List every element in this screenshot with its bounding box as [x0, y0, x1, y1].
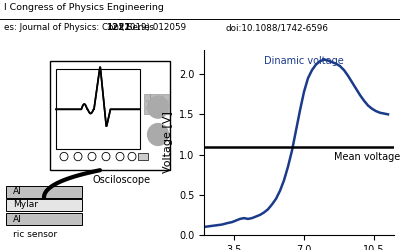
Text: doi:10.1088/1742-6596: doi:10.1088/1742-6596 — [226, 23, 329, 32]
Bar — [150, 101, 156, 107]
Text: 1221: 1221 — [106, 23, 130, 32]
Text: Al: Al — [13, 214, 22, 224]
Text: Al: Al — [13, 187, 22, 196]
Bar — [157, 94, 162, 100]
Bar — [6, 186, 82, 198]
Circle shape — [60, 152, 68, 161]
Text: Mean voltage: Mean voltage — [334, 152, 400, 162]
Y-axis label: Voltage [V]: Voltage [V] — [163, 112, 173, 174]
Text: Dinamic voltage: Dinamic voltage — [264, 56, 344, 66]
Bar — [144, 101, 150, 107]
Bar — [157, 108, 162, 114]
Text: es: Journal of Physics: Conf. Series: es: Journal of Physics: Conf. Series — [4, 23, 157, 32]
Circle shape — [88, 152, 96, 161]
Bar — [150, 94, 156, 100]
Bar — [144, 94, 150, 100]
Text: (2019) 012059: (2019) 012059 — [121, 23, 186, 32]
Circle shape — [116, 152, 124, 161]
Text: ric sensor: ric sensor — [13, 230, 57, 239]
Bar — [163, 101, 169, 107]
Text: Osciloscope: Osciloscope — [93, 176, 151, 186]
Bar — [163, 108, 169, 114]
Circle shape — [148, 124, 168, 146]
Circle shape — [148, 96, 168, 118]
Bar — [6, 198, 82, 211]
Bar — [157, 101, 162, 107]
Circle shape — [102, 152, 110, 161]
Bar — [163, 94, 169, 100]
Bar — [144, 108, 150, 114]
Text: Mylar: Mylar — [13, 200, 38, 209]
Bar — [50, 61, 170, 170]
Bar — [56, 70, 140, 149]
Circle shape — [128, 152, 136, 161]
Bar — [150, 108, 156, 114]
Circle shape — [74, 152, 82, 161]
Bar — [138, 153, 148, 160]
Bar — [6, 213, 82, 225]
Text: l Congress of Physics Engineering: l Congress of Physics Engineering — [4, 3, 164, 12]
